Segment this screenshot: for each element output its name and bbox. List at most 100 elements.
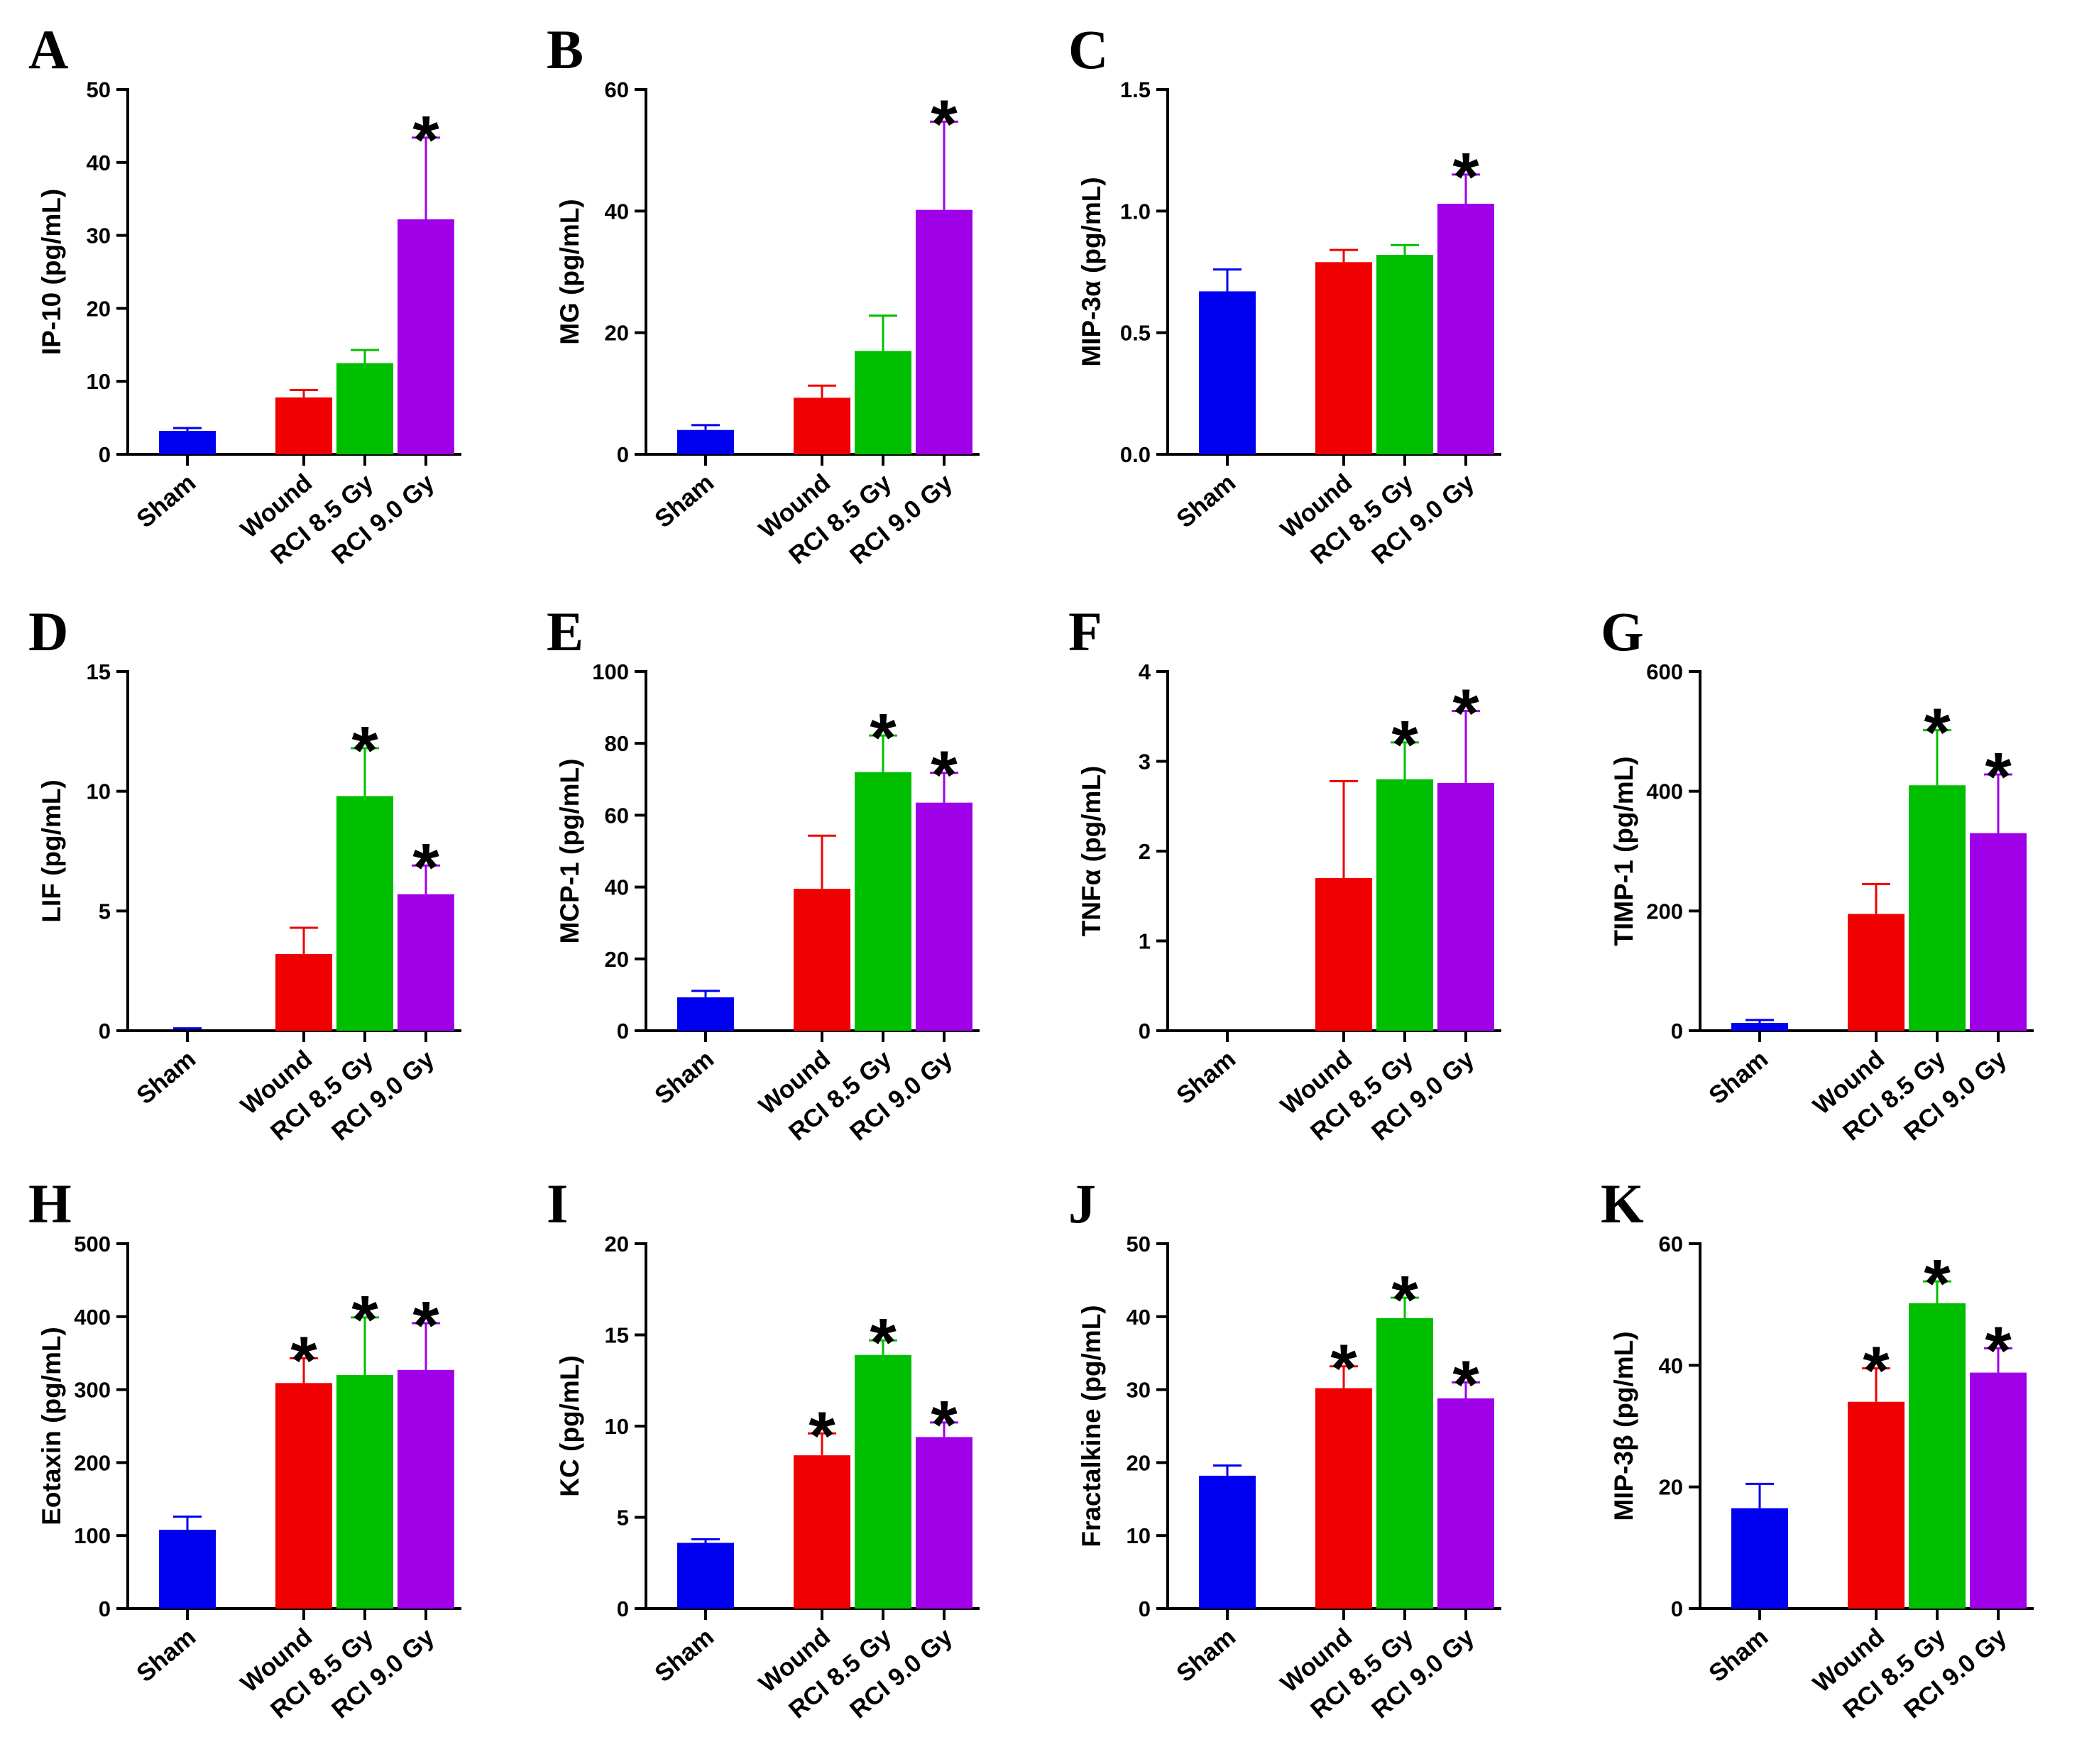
y-axis-label: MG (pg/mL) xyxy=(555,199,584,345)
bar-rci-8-5-gy xyxy=(1376,1317,1433,1609)
bar-rci-9-0-gy xyxy=(1970,1372,2027,1609)
significance-star: * xyxy=(412,102,439,178)
x-category-label: Sham xyxy=(1704,1623,1773,1687)
y-tick-label: 300 xyxy=(74,1378,111,1403)
y-tick-label: 0 xyxy=(1671,1596,1683,1621)
bar-rci-8-5-gy xyxy=(1909,1303,1966,1609)
significance-star: * xyxy=(931,1387,958,1463)
bar-rci-9-0-gy xyxy=(1970,833,2027,1031)
panel-letter: D xyxy=(28,601,68,662)
y-tick-label: 15 xyxy=(87,659,111,684)
panel-letter: J xyxy=(1068,1173,1096,1234)
y-tick-label: 10 xyxy=(605,1414,629,1439)
significance-star: * xyxy=(1452,1347,1479,1423)
x-category-label: Sham xyxy=(1704,1045,1773,1110)
bar-sham xyxy=(677,997,734,1031)
y-tick-label: 400 xyxy=(1646,779,1683,804)
bar-sham xyxy=(1199,1475,1256,1609)
significance-star: * xyxy=(931,738,958,813)
y-axis-label: TIMP-1 (pg/mL) xyxy=(1609,756,1638,946)
x-category-label: Sham xyxy=(131,469,201,533)
y-tick-label: 200 xyxy=(74,1450,111,1475)
significance-star: * xyxy=(1924,695,1951,771)
y-tick-label: 50 xyxy=(1127,1232,1151,1256)
significance-star: * xyxy=(1863,1333,1890,1409)
y-tick-label: 4 xyxy=(1139,659,1151,684)
significance-star: * xyxy=(1452,676,1479,752)
bar-rci-8-5-gy xyxy=(336,1375,393,1609)
y-tick-label: 0 xyxy=(1671,1019,1683,1043)
significance-star: * xyxy=(290,1322,317,1398)
significance-star: * xyxy=(1452,139,1479,215)
bar-wound xyxy=(794,398,850,454)
y-tick-label: 200 xyxy=(1646,899,1683,924)
y-tick-label: 0 xyxy=(1139,1019,1151,1043)
significance-star: * xyxy=(412,830,439,906)
y-tick-label: 100 xyxy=(592,659,629,684)
panel-letter: H xyxy=(28,1173,72,1234)
y-tick-label: 20 xyxy=(605,1232,629,1256)
y-tick-label: 10 xyxy=(1127,1523,1151,1548)
y-tick-label: 0 xyxy=(617,442,629,467)
y-tick-label: 10 xyxy=(87,369,111,394)
bar-rci-9-0-gy xyxy=(916,1437,972,1609)
y-tick-label: 0.5 xyxy=(1120,321,1151,346)
bar-sham xyxy=(1199,291,1256,454)
panel-letter: B xyxy=(547,18,583,80)
bar-sham xyxy=(159,431,216,454)
significance-star: * xyxy=(351,713,378,789)
y-tick-label: 1 xyxy=(1139,929,1151,954)
bar-wound xyxy=(794,889,850,1031)
bar-wound xyxy=(1315,1388,1372,1609)
x-category-label: Sham xyxy=(1171,1623,1241,1687)
bar-wound xyxy=(275,954,332,1031)
y-axis-label: KC (pg/mL) xyxy=(555,1355,584,1496)
y-axis-label: Eotaxin (pg/mL) xyxy=(37,1327,66,1525)
bar-rci-9-0-gy xyxy=(1437,1398,1494,1609)
bar-rci-8-5-gy xyxy=(336,796,393,1031)
significance-star: * xyxy=(351,1282,378,1358)
bar-rci-9-0-gy xyxy=(398,894,454,1031)
significance-star: * xyxy=(1985,739,2012,815)
panel-letter: F xyxy=(1068,601,1102,662)
bar-wound xyxy=(275,1383,332,1609)
y-tick-label: 2 xyxy=(1139,839,1151,864)
bar-rci-8-5-gy xyxy=(1376,255,1433,454)
bar-rci-8-5-gy xyxy=(855,351,911,454)
y-tick-label: 10 xyxy=(87,779,111,804)
y-axis-label: Fractalkine (pg/mL) xyxy=(1077,1305,1106,1547)
bar-rci-8-5-gy xyxy=(1376,779,1433,1031)
significance-star: * xyxy=(1924,1246,1951,1322)
y-axis-label: LIF (pg/mL) xyxy=(37,779,66,922)
bar-sham xyxy=(677,429,734,454)
bar-rci-8-5-gy xyxy=(1909,785,1966,1031)
bar-wound xyxy=(1848,914,1905,1031)
significance-star: * xyxy=(809,1398,835,1474)
panel-letter: E xyxy=(547,601,583,662)
bar-wound xyxy=(1848,1401,1905,1609)
y-tick-label: 20 xyxy=(1127,1450,1151,1475)
y-tick-label: 40 xyxy=(1659,1353,1683,1378)
bar-wound xyxy=(1315,877,1372,1031)
y-axis-label: MIP-3β (pg/mL) xyxy=(1609,1331,1638,1521)
y-tick-label: 20 xyxy=(605,947,629,972)
y-tick-label: 3 xyxy=(1139,750,1151,774)
panel-letter: I xyxy=(547,1173,568,1234)
x-category-label: Sham xyxy=(131,1623,201,1687)
y-tick-label: 5 xyxy=(99,899,111,924)
y-tick-label: 500 xyxy=(74,1232,111,1256)
bar-rci-8-5-gy xyxy=(855,772,911,1031)
y-tick-label: 60 xyxy=(1659,1232,1683,1256)
y-tick-label: 80 xyxy=(605,731,629,756)
bar-rci-9-0-gy xyxy=(398,219,454,454)
bar-rci-8-5-gy xyxy=(336,363,393,454)
y-tick-label: 5 xyxy=(617,1506,629,1530)
y-tick-label: 0 xyxy=(617,1019,629,1043)
significance-star: * xyxy=(1330,1331,1357,1407)
bar-sham xyxy=(1731,1023,1788,1031)
